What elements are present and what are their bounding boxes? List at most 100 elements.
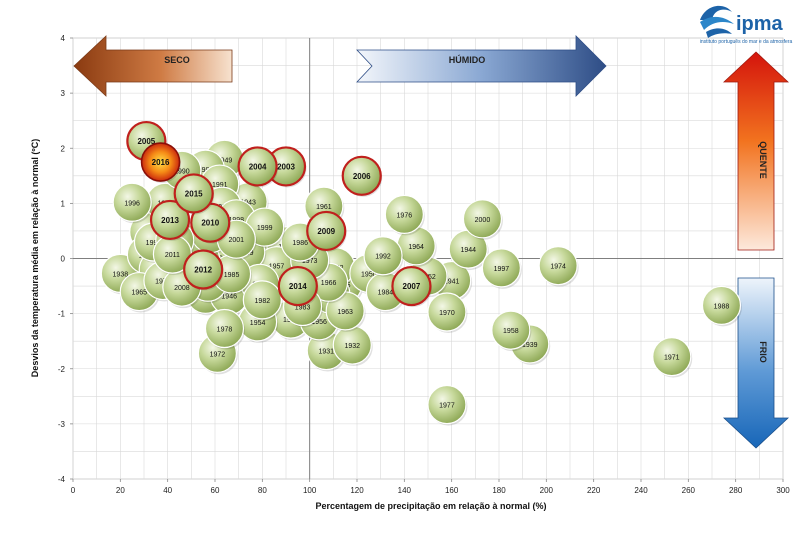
data-point-1978: 1978 [204,308,245,350]
bubble-year-label: 1944 [460,247,476,254]
data-point-2016: 2016 [140,142,182,184]
x-tick-label: 240 [634,486,648,495]
bubble-year-label: 2000 [475,217,491,224]
bubble-year-label: 1997 [494,266,510,273]
bubble [462,199,503,239]
bubble-year-label: 1957 [269,264,285,271]
bubble-year-label: 2005 [137,137,155,146]
data-point-2011: 2011 [152,234,193,276]
bubble-year-label: 1963 [337,309,353,316]
bubble-year-label: 1949 [217,157,233,164]
data-point-2009: 2009 [306,210,347,252]
bubble [427,384,467,425]
bubble [173,173,214,214]
data-point-1996: 1996 [112,182,153,224]
bubble-year-label: 2016 [152,158,170,167]
bubble-year-label: 1946 [221,293,237,300]
bubble [481,248,521,288]
x-tick-label: 80 [258,486,267,495]
x-tick-label: 120 [350,486,364,495]
bubble [701,285,742,325]
bubble-year-label: 1978 [217,327,233,334]
y-tick-label: 0 [61,255,66,264]
x-tick-label: 300 [776,486,790,495]
bubble-year-label: 1982 [255,298,271,305]
data-point-1976: 1976 [384,194,425,236]
bubble-year-label: 1999 [257,225,273,232]
data-point-1958: 1958 [491,310,532,352]
bubble-year-label: 1990 [174,168,190,175]
x-tick-label: 180 [492,486,506,495]
bubble-year-label: 1941 [444,279,460,286]
bubble-year-label: 1971 [664,355,680,362]
y-tick-label: -2 [58,365,66,374]
bubble-year-label: 2009 [317,227,335,236]
y-tick-labels: -4 -3 -2 -1 0 1 2 3 4 [58,34,73,484]
bubble-year-label: 2013 [161,216,179,225]
data-point-1997: 1997 [481,248,522,289]
bubble-year-label: 1972 [210,351,226,358]
bubble-year-label: 1966 [321,280,337,287]
data-point-1986: 1986 [280,222,321,263]
quente-label: QUENTE [758,141,768,179]
data-point-2006: 2006 [341,155,383,197]
data-point-2000: 2000 [462,199,503,240]
data-point-2012: 2012 [183,249,224,291]
ipma-logo: ipma instituto português do mar e da atm… [700,5,793,45]
bubble-year-label: 1988 [714,303,730,310]
data-point-1964: 1964 [396,226,437,267]
bubble [112,182,152,222]
data-point-1944: 1944 [448,229,489,271]
bubble-year-label: 1950 [361,271,377,278]
x-tick-label: 160 [445,486,459,495]
data-point-2007: 2007 [391,265,432,308]
bubble-year-label: 1932 [344,343,360,350]
x-tick-label: 200 [540,486,554,495]
bubble [384,194,424,234]
y-tick-label: 4 [61,34,66,43]
data-points: 1931193219341935193619371938193919401941… [100,120,742,426]
bubble-year-label: 2015 [185,189,203,198]
data-point-2010: 2010 [190,202,231,244]
x-tick-label: 220 [587,486,601,495]
data-point-1988: 1988 [701,285,742,327]
y-tick-label: 2 [61,144,66,153]
bubble-year-label: 2006 [353,172,371,181]
data-point-1963: 1963 [325,291,366,332]
bubble-year-label: 2004 [249,162,267,171]
x-tick-labels: 0 20 40 60 80 100 120 140 160 180 200 220 240 260 280 3… [71,479,790,495]
data-point-2015: 2015 [173,173,215,215]
logo-subtitle: instituto português do mar e da atmosfer… [700,39,793,45]
bubble-year-label: 1958 [503,328,519,335]
bubble [652,337,692,377]
bubble [237,146,278,187]
bubble-year-label: 2011 [165,252,180,259]
frio-arrow: FRIO [722,277,790,449]
y-axis-title: Desvios da temperatura média em relação … [30,139,40,377]
humido-arrow: HÚMIDO [356,35,607,97]
y-tick-label: -1 [58,310,66,319]
wave-icon [700,5,734,38]
bubble-year-label: 1991 [212,182,228,189]
bubble [491,310,531,350]
bubble [183,249,224,290]
bubble [140,142,181,182]
bubble-year-label: 1973 [302,258,318,265]
bubble-year-label: 1965 [131,290,147,297]
bubble [427,292,467,332]
data-point-1970: 1970 [427,292,468,333]
x-axis-title: Percentagem de precipitação em relação à… [315,501,546,511]
bubble-year-label: 1985 [224,272,240,279]
data-point-1992: 1992 [363,236,404,277]
bubble-year-label: 1986 [292,240,308,247]
data-point-1971: 1971 [652,337,693,378]
y-tick-label: -4 [58,475,66,484]
x-tick-label: 40 [163,486,172,495]
data-point-2004: 2004 [237,146,279,188]
bubble-year-label: 1961 [316,204,332,211]
y-tick-label: 3 [61,89,66,98]
bubble-year-label: 1938 [113,271,129,278]
bubble-year-label: 1964 [408,244,424,251]
bubble [149,199,191,241]
bubble-year-label: 1943 [240,200,256,207]
